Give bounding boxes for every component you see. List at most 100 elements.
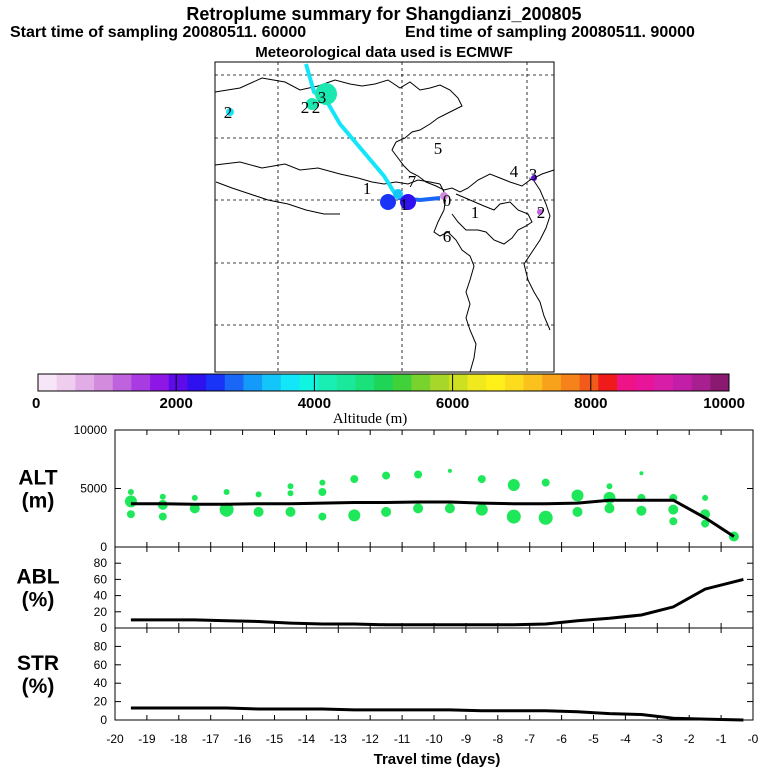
colorbar-tick-label: 0	[32, 395, 40, 412]
series-line	[130, 577, 744, 627]
altitude-point	[287, 483, 294, 490]
altitude-point	[541, 478, 550, 487]
x-tick-label: -3	[652, 732, 663, 746]
plume-blob	[306, 98, 318, 110]
colorbar-swatch	[299, 374, 319, 391]
map-day-label: 3	[318, 88, 327, 107]
colorbar-swatch	[280, 374, 300, 391]
x-tick-label: -0	[748, 732, 759, 746]
plume-blob	[393, 189, 403, 199]
colorbar-swatch	[654, 374, 674, 391]
altitude-point	[506, 509, 521, 524]
map-day-label: 2	[537, 203, 546, 222]
colorbar-swatch	[112, 374, 132, 391]
x-tick-label: -15	[266, 732, 284, 746]
altitude-point	[444, 503, 455, 514]
colorbar-axis-label: Altitude (m)	[333, 411, 408, 427]
panel-label: ALT	[18, 467, 57, 490]
start-time-label: Start time of sampling 20080511. 60000	[10, 24, 307, 41]
colorbar-swatch	[579, 374, 599, 391]
colorbar-swatch	[504, 374, 524, 391]
altitude-point	[189, 503, 200, 514]
map-day-label: 2	[301, 98, 310, 117]
colorbar-swatch	[560, 374, 580, 391]
y-tick-label: 20	[94, 695, 108, 709]
colorbar-swatch	[523, 374, 543, 391]
colorbar-swatch	[38, 374, 58, 391]
colorbar-tick-label: 4000	[298, 395, 331, 412]
altitude-point	[221, 506, 232, 517]
x-tick-label: -12	[362, 732, 380, 746]
colorbar-swatch	[243, 374, 263, 391]
x-tick-label: -13	[330, 732, 348, 746]
altitude-point	[604, 503, 615, 514]
x-tick-label: -17	[202, 732, 220, 746]
colorbar-swatch	[150, 374, 170, 391]
altitude-point	[285, 506, 296, 517]
panel-frame	[114, 546, 754, 629]
panel-label: ABL	[16, 566, 59, 589]
altitude-point	[669, 517, 678, 526]
altitude-point	[223, 489, 230, 495]
colorbar-swatch	[672, 374, 693, 391]
altitude-point	[413, 503, 424, 514]
colorbar-swatch	[318, 374, 338, 391]
x-tick-label: -5	[588, 732, 599, 746]
plume-blob	[226, 108, 234, 116]
colorbar-swatch	[448, 374, 468, 391]
altitude-point	[572, 506, 583, 517]
y-tick-label: 60	[94, 658, 108, 672]
map-boundaries	[214, 77, 555, 373]
colorbar-tick-label: 2000	[160, 395, 193, 412]
colorbar-tick-label: 8000	[574, 395, 607, 412]
y-tick-label: 10000	[74, 423, 108, 437]
colorbar-swatch	[206, 374, 226, 391]
x-tick-label: -19	[138, 732, 156, 746]
plume-blob	[440, 192, 448, 200]
plume-track	[226, 63, 543, 215]
x-axis: -20 -19 -18 -17 -16 -15 -14 -13 -12 -11 -10 -9 -8 -7 -…	[106, 732, 758, 768]
altitude-point	[381, 506, 392, 517]
map-day-label: 7	[408, 172, 417, 191]
altitude-point	[255, 491, 262, 498]
altitude-point	[287, 490, 294, 497]
altitude-point	[571, 489, 584, 502]
altitude-point	[318, 512, 327, 521]
colorbar-swatch	[262, 374, 282, 391]
plume-blob	[537, 209, 543, 215]
y-tick-label: 40	[94, 676, 108, 690]
altitude-point	[702, 494, 709, 501]
altitude-point	[475, 503, 488, 516]
altitude-point	[538, 510, 553, 525]
map-day-label: 3	[529, 165, 538, 184]
colorbar-swatch	[542, 374, 562, 391]
colorbar-tick-label: 6000	[436, 395, 469, 412]
plume-blob	[380, 194, 396, 210]
series-line	[130, 706, 744, 722]
x-tick-label: -20	[106, 732, 124, 746]
colorbar-swatch	[336, 374, 356, 391]
panel-unit: (%)	[22, 675, 55, 698]
x-tick-label: -2	[684, 732, 695, 746]
altitude-point	[191, 494, 198, 501]
time-series-panels: 0500010000ALT(m)020406080ABL(%)020406080…	[16, 423, 758, 768]
map-day-label: 1	[363, 179, 372, 198]
panel-str: 0 20 40 60 80 STR(%)	[17, 627, 754, 727]
colorbar-swatch	[224, 374, 244, 391]
colorbar-swatch	[635, 374, 655, 391]
altitude-point	[477, 475, 486, 484]
altitude-point	[639, 471, 644, 476]
x-tick-label: -8	[492, 732, 503, 746]
x-tick-label: -18	[170, 732, 188, 746]
altitude-point	[603, 491, 616, 504]
altitude-point	[668, 504, 679, 515]
altitude-point	[636, 505, 647, 516]
chart-title: Retroplume summary for Shangdianzi_20080…	[186, 4, 582, 24]
altitude-colorbar: 0 2000 4000 6000 8000 10000 Altitude (m)	[32, 373, 745, 427]
y-tick-label: 0	[100, 540, 107, 554]
x-tick-label: -16	[234, 732, 252, 746]
panel-alt: 0 5000 10000 ALT(m)	[18, 423, 754, 554]
x-tick-label: -10	[425, 732, 443, 746]
y-tick-label: 5000	[80, 482, 107, 496]
map-day-label: 1	[471, 203, 480, 222]
